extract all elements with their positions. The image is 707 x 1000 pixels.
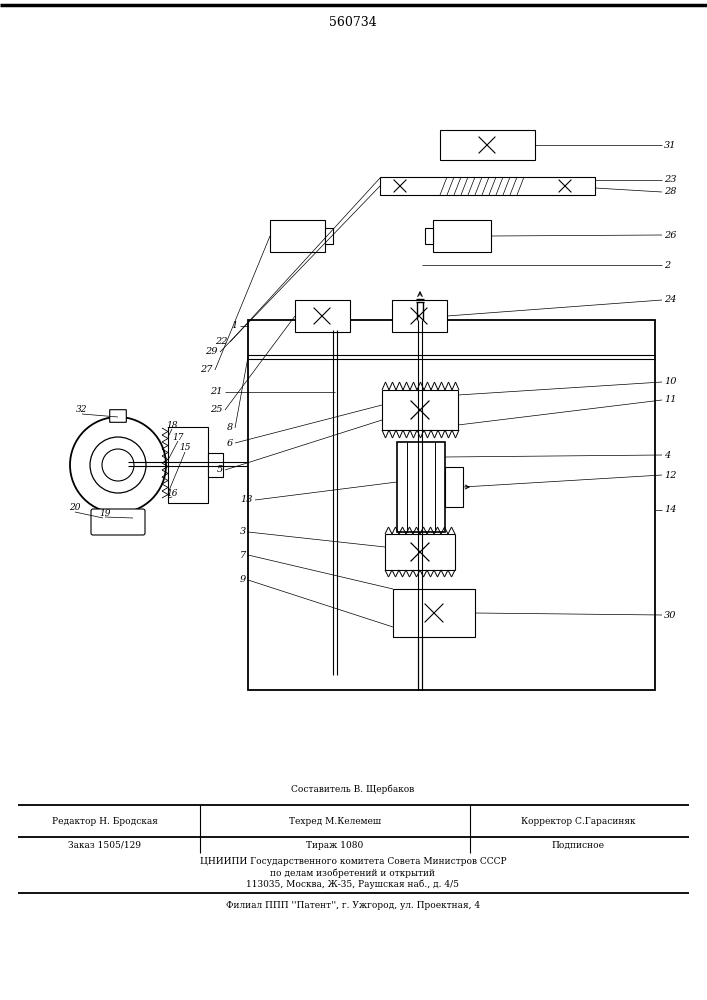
Text: 5: 5 xyxy=(217,466,223,475)
Circle shape xyxy=(102,449,134,481)
Bar xyxy=(445,467,463,507)
Text: 23: 23 xyxy=(664,176,677,184)
Text: 31: 31 xyxy=(664,140,677,149)
Circle shape xyxy=(90,437,146,493)
Text: 9: 9 xyxy=(240,576,246,584)
Bar xyxy=(380,177,595,195)
Bar xyxy=(433,220,491,252)
Text: 24: 24 xyxy=(664,296,677,304)
Text: Техред М.Келемеш: Техред М.Келемеш xyxy=(289,816,381,826)
Text: 25: 25 xyxy=(211,406,223,414)
Text: 11: 11 xyxy=(664,395,677,404)
Text: 18: 18 xyxy=(166,420,177,430)
Text: 2: 2 xyxy=(664,260,670,269)
Bar xyxy=(295,300,350,332)
Text: 26: 26 xyxy=(664,231,677,239)
Bar xyxy=(393,589,475,637)
FancyBboxPatch shape xyxy=(91,509,145,535)
Text: 12: 12 xyxy=(664,471,677,480)
Text: 4: 4 xyxy=(664,450,670,460)
Text: 6: 6 xyxy=(227,438,233,448)
Text: 28: 28 xyxy=(664,188,677,196)
Text: 560734: 560734 xyxy=(329,15,377,28)
Text: 3: 3 xyxy=(240,528,246,536)
Text: по делам изобретений и открытий: по делам изобретений и открытий xyxy=(271,868,436,878)
Bar xyxy=(440,130,535,160)
Text: 22: 22 xyxy=(216,338,228,347)
Text: Заказ 1505/129: Заказ 1505/129 xyxy=(69,840,141,850)
Bar xyxy=(168,427,208,503)
Text: Тираж 1080: Тираж 1080 xyxy=(306,840,363,850)
Text: 17: 17 xyxy=(173,432,184,442)
Text: 14: 14 xyxy=(664,506,677,514)
Text: Редактор Н. Бродская: Редактор Н. Бродская xyxy=(52,816,158,826)
Text: 32: 32 xyxy=(76,406,88,414)
Text: 27: 27 xyxy=(201,365,213,374)
Text: 13: 13 xyxy=(240,495,253,504)
Bar xyxy=(248,320,655,690)
Text: Подписное: Подписное xyxy=(551,840,604,850)
Bar xyxy=(270,220,325,252)
Text: 29: 29 xyxy=(206,348,218,357)
Text: 8: 8 xyxy=(227,424,233,432)
Text: Филиал ППП ''Патент'', г. Ужгород, ул. Проектная, 4: Филиал ППП ''Патент'', г. Ужгород, ул. П… xyxy=(226,900,480,910)
Text: 7: 7 xyxy=(240,550,246,560)
FancyBboxPatch shape xyxy=(110,410,127,422)
Text: 113035, Москва, Ж-35, Раушская наб., д. 4/5: 113035, Москва, Ж-35, Раушская наб., д. … xyxy=(247,879,460,889)
Bar xyxy=(325,228,333,244)
Circle shape xyxy=(70,417,166,513)
Text: 21: 21 xyxy=(211,387,223,396)
Text: 19: 19 xyxy=(99,508,111,518)
Text: 30: 30 xyxy=(664,610,677,619)
Text: 15: 15 xyxy=(180,444,191,452)
Bar xyxy=(208,453,223,477)
Bar xyxy=(425,228,433,244)
Text: 16: 16 xyxy=(166,488,177,497)
Text: 10: 10 xyxy=(664,377,677,386)
Bar xyxy=(397,442,445,532)
Text: 20: 20 xyxy=(69,504,81,512)
Text: Корректор С.Гарасиняк: Корректор С.Гарасиняк xyxy=(521,816,636,826)
Text: 1: 1 xyxy=(232,322,238,330)
Text: Составитель В. Щербаков: Составитель В. Щербаков xyxy=(291,784,414,794)
Text: ЦНИИПИ Государственного комитета Совета Министров СССР: ЦНИИПИ Государственного комитета Совета … xyxy=(199,857,506,866)
Bar xyxy=(392,300,447,332)
